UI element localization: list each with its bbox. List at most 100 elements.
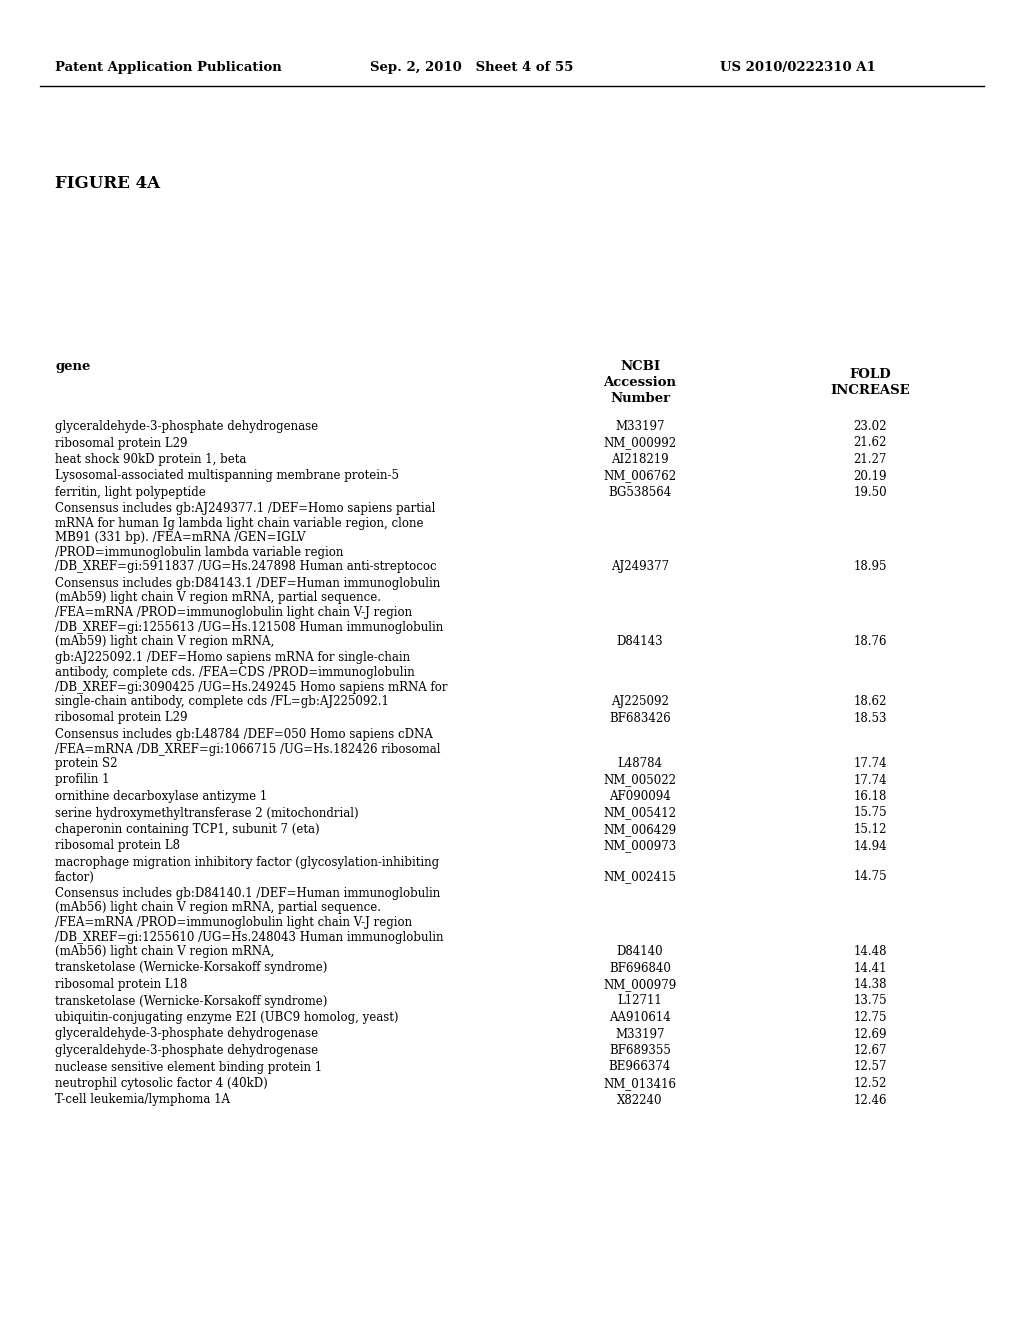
Text: MB91 (331 bp). /FEA=mRNA /GEN=IGLV: MB91 (331 bp). /FEA=mRNA /GEN=IGLV — [55, 532, 305, 544]
Text: NM_005412: NM_005412 — [603, 807, 677, 820]
Text: X82240: X82240 — [617, 1093, 663, 1106]
Text: 18.76: 18.76 — [853, 635, 887, 648]
Text: profilin 1: profilin 1 — [55, 774, 110, 787]
Text: gb:AJ225092.1 /DEF=Homo sapiens mRNA for single-chain: gb:AJ225092.1 /DEF=Homo sapiens mRNA for… — [55, 652, 411, 664]
Text: /FEA=mRNA /DB_XREF=gi:1066715 /UG=Hs.182426 ribosomal: /FEA=mRNA /DB_XREF=gi:1066715 /UG=Hs.182… — [55, 742, 440, 755]
Text: 18.95: 18.95 — [853, 561, 887, 573]
Text: ribosomal protein L18: ribosomal protein L18 — [55, 978, 187, 991]
Text: 12.69: 12.69 — [853, 1027, 887, 1040]
Text: /FEA=mRNA /PROD=immunoglobulin light chain V-J region: /FEA=mRNA /PROD=immunoglobulin light cha… — [55, 916, 412, 929]
Text: Patent Application Publication: Patent Application Publication — [55, 62, 282, 74]
Text: FIGURE 4A: FIGURE 4A — [55, 176, 160, 191]
Text: NM_000992: NM_000992 — [603, 437, 677, 450]
Text: 15.75: 15.75 — [853, 807, 887, 820]
Text: Consensus includes gb:AJ249377.1 /DEF=Homo sapiens partial: Consensus includes gb:AJ249377.1 /DEF=Ho… — [55, 503, 435, 516]
Text: 14.38: 14.38 — [853, 978, 887, 991]
Text: transketolase (Wernicke-Korsakoff syndrome): transketolase (Wernicke-Korsakoff syndro… — [55, 994, 328, 1007]
Text: protein S2: protein S2 — [55, 756, 118, 770]
Text: ribosomal protein L8: ribosomal protein L8 — [55, 840, 180, 853]
Text: L12711: L12711 — [617, 994, 663, 1007]
Text: 15.12: 15.12 — [853, 822, 887, 836]
Text: /DB_XREF=gi:1255613 /UG=Hs.121508 Human immunoglobulin: /DB_XREF=gi:1255613 /UG=Hs.121508 Human … — [55, 620, 443, 634]
Text: 12.75: 12.75 — [853, 1011, 887, 1024]
Text: AJ249377: AJ249377 — [611, 561, 669, 573]
Text: ribosomal protein L29: ribosomal protein L29 — [55, 711, 187, 725]
Text: 14.94: 14.94 — [853, 840, 887, 853]
Text: /DB_XREF=gi:1255610 /UG=Hs.248043 Human immunoglobulin: /DB_XREF=gi:1255610 /UG=Hs.248043 Human … — [55, 931, 443, 944]
Text: NCBI: NCBI — [620, 360, 660, 374]
Text: FOLD: FOLD — [849, 368, 891, 381]
Text: NM_000979: NM_000979 — [603, 978, 677, 991]
Text: 12.67: 12.67 — [853, 1044, 887, 1057]
Text: (mAb56) light chain V region mRNA,: (mAb56) light chain V region mRNA, — [55, 945, 274, 958]
Text: NM_013416: NM_013416 — [603, 1077, 677, 1090]
Text: Number: Number — [610, 392, 670, 405]
Text: INCREASE: INCREASE — [830, 384, 909, 397]
Text: ornithine decarboxylase antizyme 1: ornithine decarboxylase antizyme 1 — [55, 789, 267, 803]
Text: (mAb59) light chain V region mRNA, partial sequence.: (mAb59) light chain V region mRNA, parti… — [55, 591, 381, 605]
Text: 19.50: 19.50 — [853, 486, 887, 499]
Text: 21.62: 21.62 — [853, 437, 887, 450]
Text: single-chain antibody, complete cds /FL=gb:AJ225092.1: single-chain antibody, complete cds /FL=… — [55, 696, 389, 708]
Text: 12.57: 12.57 — [853, 1060, 887, 1073]
Text: AJ225092: AJ225092 — [611, 696, 669, 708]
Text: Lysosomal-associated multispanning membrane protein-5: Lysosomal-associated multispanning membr… — [55, 470, 399, 483]
Text: Consensus includes gb:D84143.1 /DEF=Human immunoglobulin: Consensus includes gb:D84143.1 /DEF=Huma… — [55, 577, 440, 590]
Text: Consensus includes gb:D84140.1 /DEF=Human immunoglobulin: Consensus includes gb:D84140.1 /DEF=Huma… — [55, 887, 440, 900]
Text: 18.53: 18.53 — [853, 711, 887, 725]
Text: transketolase (Wernicke-Korsakoff syndrome): transketolase (Wernicke-Korsakoff syndro… — [55, 961, 328, 974]
Text: BG538564: BG538564 — [608, 486, 672, 499]
Text: ferritin, light polypeptide: ferritin, light polypeptide — [55, 486, 206, 499]
Text: BF689355: BF689355 — [609, 1044, 671, 1057]
Text: factor): factor) — [55, 870, 95, 883]
Text: 23.02: 23.02 — [853, 420, 887, 433]
Text: macrophage migration inhibitory factor (glycosylation-inhibiting: macrophage migration inhibitory factor (… — [55, 855, 439, 869]
Text: AI218219: AI218219 — [611, 453, 669, 466]
Text: 18.62: 18.62 — [853, 696, 887, 708]
Text: 14.41: 14.41 — [853, 961, 887, 974]
Text: nuclease sensitive element binding protein 1: nuclease sensitive element binding prote… — [55, 1060, 323, 1073]
Text: Consensus includes gb:L48784 /DEF=050 Homo sapiens cDNA: Consensus includes gb:L48784 /DEF=050 Ho… — [55, 729, 433, 741]
Text: glyceraldehyde-3-phosphate dehydrogenase: glyceraldehyde-3-phosphate dehydrogenase — [55, 1044, 318, 1057]
Text: NM_006762: NM_006762 — [603, 470, 677, 483]
Text: /DB_XREF=gi:3090425 /UG=Hs.249245 Homo sapiens mRNA for: /DB_XREF=gi:3090425 /UG=Hs.249245 Homo s… — [55, 681, 447, 693]
Text: 17.74: 17.74 — [853, 756, 887, 770]
Text: neutrophil cytosolic factor 4 (40kD): neutrophil cytosolic factor 4 (40kD) — [55, 1077, 267, 1090]
Text: 17.74: 17.74 — [853, 774, 887, 787]
Text: 12.46: 12.46 — [853, 1093, 887, 1106]
Text: M33197: M33197 — [615, 1027, 665, 1040]
Text: 14.48: 14.48 — [853, 945, 887, 958]
Text: ubiquitin-conjugating enzyme E2I (UBC9 homolog, yeast): ubiquitin-conjugating enzyme E2I (UBC9 h… — [55, 1011, 398, 1024]
Text: glyceraldehyde-3-phosphate dehydrogenase: glyceraldehyde-3-phosphate dehydrogenase — [55, 420, 318, 433]
Text: Accession: Accession — [603, 376, 677, 389]
Text: D84143: D84143 — [616, 635, 664, 648]
Text: /DB_XREF=gi:5911837 /UG=Hs.247898 Human anti-streptococ: /DB_XREF=gi:5911837 /UG=Hs.247898 Human … — [55, 561, 436, 573]
Text: 13.75: 13.75 — [853, 994, 887, 1007]
Text: serine hydroxymethyltransferase 2 (mitochondrial): serine hydroxymethyltransferase 2 (mitoc… — [55, 807, 358, 820]
Text: AA910614: AA910614 — [609, 1011, 671, 1024]
Text: mRNA for human Ig lambda light chain variable region, clone: mRNA for human Ig lambda light chain var… — [55, 517, 424, 531]
Text: 16.18: 16.18 — [853, 789, 887, 803]
Text: /FEA=mRNA /PROD=immunoglobulin light chain V-J region: /FEA=mRNA /PROD=immunoglobulin light cha… — [55, 606, 412, 619]
Text: NM_002415: NM_002415 — [603, 870, 677, 883]
Text: NM_005022: NM_005022 — [603, 774, 677, 787]
Text: 14.75: 14.75 — [853, 870, 887, 883]
Text: gene: gene — [55, 360, 90, 374]
Text: NM_000973: NM_000973 — [603, 840, 677, 853]
Text: NM_006429: NM_006429 — [603, 822, 677, 836]
Text: US 2010/0222310 A1: US 2010/0222310 A1 — [720, 62, 876, 74]
Text: L48784: L48784 — [617, 756, 663, 770]
Text: T-cell leukemia/lymphoma 1A: T-cell leukemia/lymphoma 1A — [55, 1093, 230, 1106]
Text: chaperonin containing TCP1, subunit 7 (eta): chaperonin containing TCP1, subunit 7 (e… — [55, 822, 319, 836]
Text: D84140: D84140 — [616, 945, 664, 958]
Text: glyceraldehyde-3-phosphate dehydrogenase: glyceraldehyde-3-phosphate dehydrogenase — [55, 1027, 318, 1040]
Text: 20.19: 20.19 — [853, 470, 887, 483]
Text: (mAb59) light chain V region mRNA,: (mAb59) light chain V region mRNA, — [55, 635, 274, 648]
Text: Sep. 2, 2010   Sheet 4 of 55: Sep. 2, 2010 Sheet 4 of 55 — [370, 62, 573, 74]
Text: antibody, complete cds. /FEA=CDS /PROD=immunoglobulin: antibody, complete cds. /FEA=CDS /PROD=i… — [55, 667, 415, 678]
Text: BF683426: BF683426 — [609, 711, 671, 725]
Text: /PROD=immunoglobulin lambda variable region: /PROD=immunoglobulin lambda variable reg… — [55, 546, 343, 558]
Text: 21.27: 21.27 — [853, 453, 887, 466]
Text: AF090094: AF090094 — [609, 789, 671, 803]
Text: BE966374: BE966374 — [609, 1060, 671, 1073]
